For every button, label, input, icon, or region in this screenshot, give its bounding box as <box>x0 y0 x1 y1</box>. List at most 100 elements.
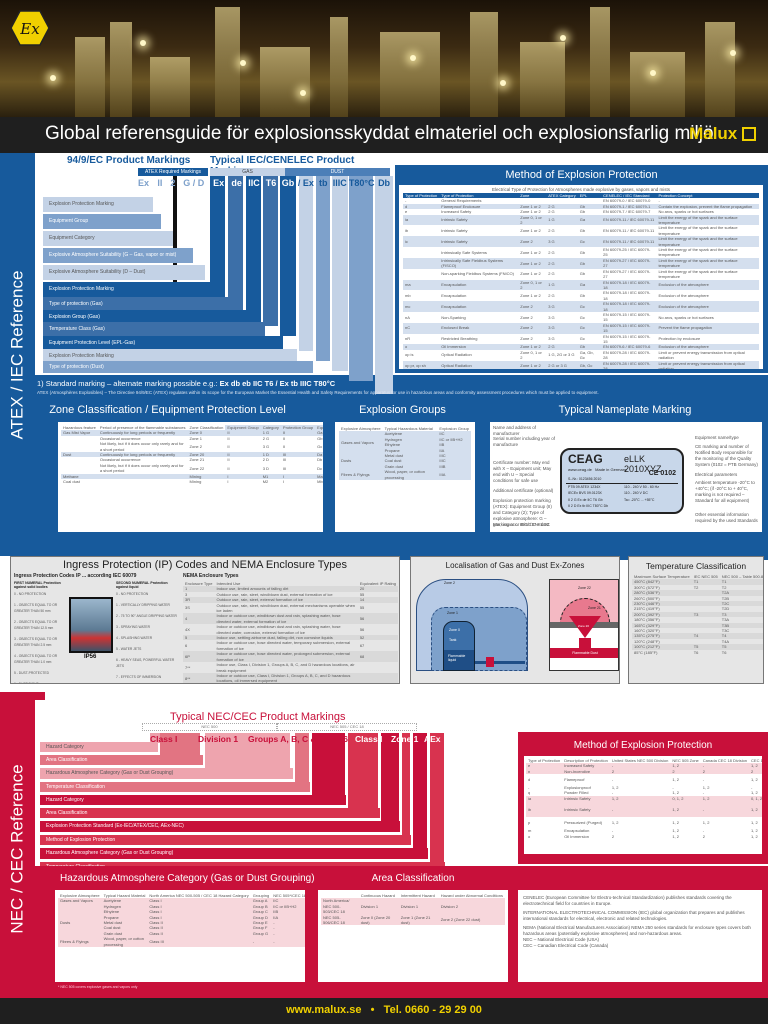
table-row: 180°C (356°F) T3A <box>634 617 730 623</box>
table-row: 200°C (392°F) T3 T3 <box>632 611 763 618</box>
table-row: Grain dust Class II Group G- <box>58 930 305 937</box>
table-row: 85°C (185°F) T6 T6 <box>634 649 727 655</box>
table-row: 3R Outdoor use, rain, sleet, external for… <box>183 597 398 603</box>
list-item: 6 - DUST-TIGHT <box>14 682 39 684</box>
hero-photo: Ex <box>0 0 768 117</box>
bar-explosion-group-gas: Explosion Group (Gas) <box>43 310 249 325</box>
atex-directive-note: ATEX (Atmosphères Explosibles) – The Dir… <box>37 390 599 395</box>
bar-atmosphere-gas: Explosive Atmosphere Suitability (G – Ga… <box>43 248 193 263</box>
website-link[interactable]: www.malux.se <box>286 1004 362 1016</box>
nec-markings-diagram: Typical NEC/CEC Product Markings NEC 500… <box>40 711 510 872</box>
footer: www.malux.se • Tel. 0660 - 29 29 00 <box>0 998 768 1024</box>
list-item: 0 - NO PROTECTION <box>14 592 47 596</box>
nec-bar-hazard-category: Hazard Category <box>40 742 158 752</box>
hazard-category-title: Hazardous Atmosphere Category (Gas or Du… <box>60 873 315 884</box>
nec-bar-gas-grouping: Hazardous Atmosphere Category (Gas or Du… <box>40 768 293 779</box>
table-row: 5 Indoor use, settling airborne dust, fal… <box>183 635 398 641</box>
localisation-panel: Localisation of Gas and Dust Ex-Zones Zo… <box>410 556 620 684</box>
table-row: Dusts Metal dust Coal dust Grain dust IIIC… <box>339 453 471 470</box>
table-row: op pr, op sh Optical Radiation Zone 1 or 2… <box>403 360 759 369</box>
list-item: 1 - OBJECTS EQUAL TO OR GREATER THAN 50 … <box>14 603 58 613</box>
ip-nema-panel: Ingress Protection (IP) Codes and NEMA E… <box>10 556 400 684</box>
table-row: Ethylene Class I Group C IIB <box>58 909 305 915</box>
atex-side-stripe <box>0 153 35 556</box>
atex-markings-title: 94/9/EC Product Markings <box>67 155 191 166</box>
table-row: 120°C (248°F) T4A <box>634 638 730 644</box>
nameplate-title: Typical Nameplate Marking <box>558 404 692 416</box>
nec-method-table: Type of Protection Description of Protect… <box>526 758 762 839</box>
bar-type-protection-dust: Type of protection (Dust) <box>43 361 313 373</box>
list-item: 3 - OBJECTS EQUAL TO OR GREATER THAN 2.5… <box>14 637 58 647</box>
method-title: Method of Explosion Protection <box>505 169 658 181</box>
temperature-title: Temperature Classification <box>645 561 747 571</box>
hazard-footnote: * NEC 505 covers explosive gases and vap… <box>58 985 138 989</box>
malux-mark-icon <box>742 127 756 141</box>
list-item: 4 - SPLASHING WATER <box>116 636 153 640</box>
area-classification-title: Area Classification <box>371 873 455 884</box>
table-row: 260°C (500°F) T2B <box>634 595 730 601</box>
area-classification-table: Continuous Hazard Intermittent Hazard Haza… <box>318 890 508 982</box>
table-row: Fibres & Flyings Wood, paper, or cotton p… <box>339 469 471 481</box>
table-row: 1 Indoor use, limited amounts of falling … <box>183 586 398 592</box>
table-row: 450°C (842°F) T1 T1 <box>632 579 763 585</box>
list-item: 2 - OBJECTS EQUAL TO OR GREATER THAN 12.… <box>14 620 58 630</box>
method-tables: Electrical Type of Protection for Atmosp… <box>399 185 763 369</box>
bar-temperature-class-gas: Temperature Class (Gas) <box>43 322 265 337</box>
table-row: Fibres & Flyings Wood, paper, or cotton p… <box>58 936 305 948</box>
nec-method-title: Method of Explosion Protection <box>573 740 713 751</box>
table-row: 230°C (446°F) T2C <box>632 601 763 607</box>
table-row: Not likely, but if it does occur only ra… <box>99 441 323 452</box>
list-item: 7 - EFFECTS OF IMMERSION <box>116 675 162 679</box>
list-item: 2 - 75 TO 90° ANGLE DRIPPING WATER <box>116 614 177 618</box>
explosion-groups-title: Explosion Groups <box>359 404 446 416</box>
explosion-groups-table: Explosive Atmosphere Typical Hazardous Ma… <box>335 422 475 532</box>
ex-logo-icon: Ex <box>10 10 50 46</box>
table-row: Non-sparking Fieldbus Systems (FNICO) Zon… <box>441 268 738 280</box>
table-row: 215°C (419°F) T2D <box>634 606 730 612</box>
list-item: 0 - NO PROTECTION <box>116 592 149 596</box>
table-row: 6 Indoor or outdoor use, hose directed wa… <box>185 640 365 651</box>
ip-title: Ingress Protection (IP) Codes and NEMA E… <box>62 559 348 571</box>
table-row: 3S Outdoor use, rain, sleet, windblown du… <box>185 602 365 614</box>
table-row: Coal dustMiningIM2IMbhigh <box>63 479 323 485</box>
ip-example-label: IP56 <box>84 654 97 660</box>
gas-protection-table: Type of Protection Type of Protection Zone… <box>403 193 759 369</box>
table-row: Coal dust Class II Group F- <box>58 925 305 931</box>
bar-type-protection-gas: Type of protection (Gas) <box>43 297 233 312</box>
table-row: Intrinsically Safe Fieldbus Systems (FIS… <box>403 257 759 269</box>
ex-hex-token: Ex <box>137 178 149 188</box>
nec-bar-area-classification: Area Classification <box>40 755 203 765</box>
table-row: 7** Indoor use, Class I, Division 1, Grou… <box>185 662 355 673</box>
nameplate-diagram: Name and address of manufacturer Serial … <box>490 422 762 532</box>
table-row: ia Intrinsic Safety 1, 2 0, 1, 2 1, 2 0, 1, 2… <box>526 795 762 802</box>
title-bar: Global referensguide för explosionsskydd… <box>0 117 768 153</box>
bar-explosion-protection-marking: Explosion Protection Marking <box>43 197 153 212</box>
table-row: - General Requirements EN 60079-0 / IEC 60… <box>405 198 660 204</box>
zone-classification-title: Zone Classification / Equipment Protecti… <box>49 404 286 416</box>
table-row: Dust Continuously for long periods or fre… <box>61 452 323 458</box>
table-row: Gas Mist Vapor Continuously for long peri… <box>61 430 323 436</box>
table-row: 165°C (329°F) T3B <box>632 622 763 629</box>
atex-markings-diagram: 94/9/EC Product Markings Typical IEC/CEN… <box>35 153 395 394</box>
bar-epl-gas: Equipment Protection Level (EPL-Gas) <box>43 336 283 351</box>
list-item: 3 - SPRAYING WATER <box>116 625 151 629</box>
bar-explosion-protection-marking-2: Explosion Protection Marking <box>43 282 223 297</box>
gas-label: GAS <box>210 168 285 176</box>
